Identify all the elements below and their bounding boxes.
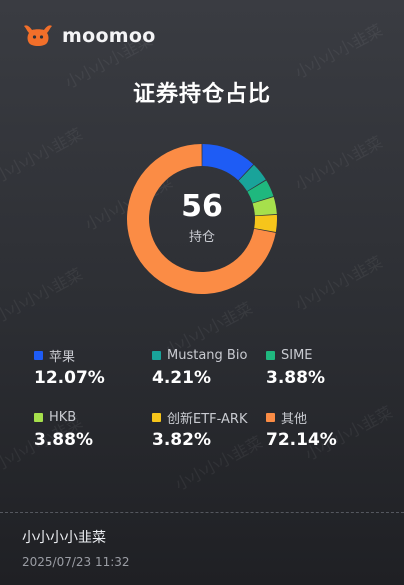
chart-legend: 苹果 12.07% Mustang Bio 4.21% SIME 3.88% H… bbox=[34, 346, 374, 450]
legend-item: SIME 3.88% bbox=[266, 346, 374, 388]
username: 小小小小韭菜 bbox=[22, 530, 106, 546]
legend-percent: 12.07% bbox=[34, 368, 105, 388]
legend-label: 创新ETF-ARK bbox=[167, 411, 248, 427]
brand: moomoo bbox=[22, 22, 156, 50]
holdings-donut-chart: 56 持仓 bbox=[127, 144, 277, 294]
donut-slice bbox=[247, 180, 274, 203]
legend-percent: 4.21% bbox=[152, 368, 211, 388]
legend-label: SIME bbox=[281, 347, 313, 363]
legend-percent: 72.14% bbox=[266, 430, 337, 450]
legend-label: HKB bbox=[49, 409, 77, 425]
legend-item: 其他 72.14% bbox=[266, 408, 374, 450]
legend-percent: 3.82% bbox=[152, 430, 211, 450]
watermark: 小小小小韭菜 bbox=[291, 252, 386, 315]
legend-item: 苹果 12.07% bbox=[34, 346, 152, 388]
donut-center: 56 持仓 bbox=[127, 144, 277, 294]
watermark: 小小小小韭菜 bbox=[291, 132, 386, 195]
brand-name: moomoo bbox=[62, 25, 156, 47]
donut-svg bbox=[127, 144, 277, 294]
donut-slice bbox=[252, 196, 277, 216]
timestamp: 2025/07/23 11:32 bbox=[22, 555, 130, 569]
watermark: 小小小小韭菜 bbox=[0, 124, 86, 187]
footer: 小小小小韭菜 2025/07/23 11:32 bbox=[22, 527, 130, 569]
holdings-count-label: 持仓 bbox=[188, 229, 215, 245]
legend-item: 创新ETF-ARK 3.82% bbox=[152, 408, 266, 450]
footer-divider bbox=[0, 512, 404, 513]
donut-slice bbox=[254, 214, 277, 232]
donut-slice bbox=[127, 144, 276, 294]
legend-item: HKB 3.88% bbox=[34, 408, 152, 450]
legend-swatch bbox=[266, 412, 275, 422]
watermark: 小小小小韭菜 bbox=[0, 264, 86, 327]
legend-swatch bbox=[266, 350, 275, 360]
legend-percent: 3.88% bbox=[266, 368, 325, 388]
legend-item: Mustang Bio 4.21% bbox=[152, 346, 266, 388]
legend-label: Mustang Bio bbox=[167, 347, 248, 363]
legend-percent: 3.88% bbox=[34, 430, 93, 450]
legend-label: 其他 bbox=[281, 411, 308, 427]
bull-icon bbox=[24, 25, 52, 46]
legend-swatch bbox=[152, 350, 161, 360]
holdings-count: 56 bbox=[181, 188, 223, 224]
legend-swatch bbox=[152, 412, 161, 422]
page-title: 证券持仓占比 bbox=[132, 82, 271, 107]
donut-slice bbox=[202, 144, 254, 181]
watermark: 小小小小韭菜 bbox=[291, 20, 386, 83]
legend-label: 苹果 bbox=[49, 349, 76, 365]
legend-swatch bbox=[34, 350, 43, 360]
donut-slice bbox=[238, 164, 266, 192]
legend-swatch bbox=[34, 412, 43, 422]
